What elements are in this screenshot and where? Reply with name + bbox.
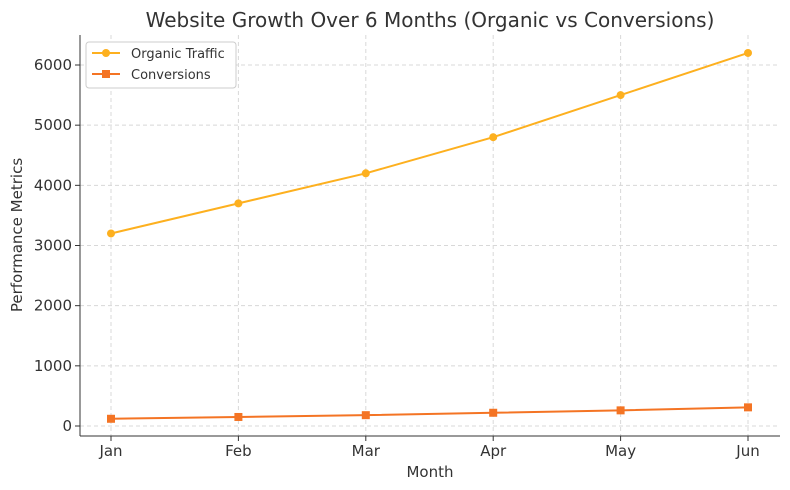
- data-point: [616, 91, 625, 100]
- data-point: [361, 169, 370, 178]
- x-tick-label: May: [605, 442, 636, 460]
- legend-label: Organic Traffic: [131, 47, 225, 62]
- legend-marker: [102, 70, 110, 78]
- y-tick-label: 6000: [34, 56, 72, 74]
- data-point: [234, 199, 243, 208]
- y-tick-label: 3000: [34, 237, 72, 255]
- legend-box: [85, 41, 237, 89]
- series-line: [110, 52, 749, 235]
- data-point: [107, 229, 115, 238]
- y-tick-label: 1000: [34, 357, 72, 375]
- data-point: [489, 408, 498, 417]
- data-point: [616, 406, 625, 415]
- x-tick-label: Feb: [225, 442, 252, 460]
- data-point: [744, 48, 752, 57]
- x-tick-label: Mar: [352, 442, 381, 460]
- y-tick-label: 4000: [34, 176, 72, 194]
- data-point: [234, 412, 243, 421]
- legend: Organic Traffic Conversions: [85, 41, 237, 89]
- x-axis-label: Month: [406, 463, 453, 481]
- data-point: [361, 411, 370, 420]
- x-tick-label: Jun: [735, 442, 759, 460]
- y-tick-label: 2000: [34, 297, 72, 315]
- x-tick-label: Apr: [480, 442, 507, 460]
- series-line: [110, 406, 749, 420]
- x-tick-label: Jan: [98, 442, 122, 460]
- chart-title: Website Growth Over 6 Months (Organic vs…: [146, 8, 715, 32]
- y-axis-label: Performance Metrics: [8, 158, 26, 312]
- data-point: [107, 414, 115, 423]
- legend-label: Conversions: [131, 68, 211, 83]
- y-tick-label: 5000: [34, 116, 72, 134]
- legend-marker: [102, 49, 110, 57]
- data-point: [489, 133, 498, 142]
- data-point: [744, 403, 752, 412]
- y-tick-label: 0: [62, 417, 72, 435]
